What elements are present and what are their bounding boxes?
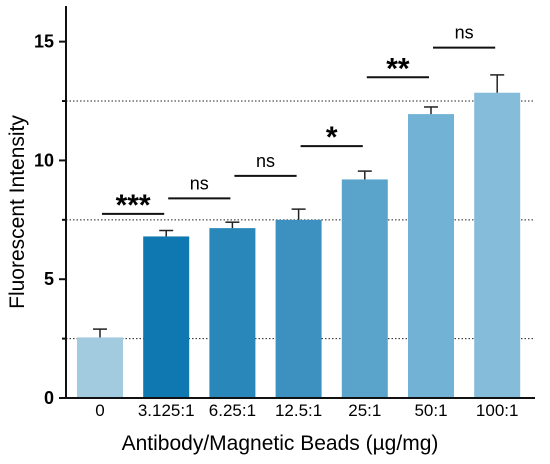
y-tick-label: 15	[34, 32, 54, 52]
significance-bracket-1: ***	[102, 189, 165, 222]
significance-bracket-6: ns	[433, 23, 496, 49]
significance-bracket-3: ns	[234, 151, 297, 177]
axes-group: 0 5 10 15 0 3.125:1 6.25:1 12.5:1 25:1 50:1 100:1	[34, 6, 535, 420]
significance-label: ns	[455, 23, 474, 43]
x-tick-label: 50:1	[414, 401, 447, 420]
x-tick-label: 3.125:1	[138, 401, 195, 420]
bars-group	[77, 92, 521, 398]
error-bar-3	[225, 221, 240, 229]
x-axis-title: Antibody/Magnetic Beads (µg/mg)	[122, 432, 439, 455]
y-axis-title: Fluorescent Intensity	[6, 115, 29, 309]
significance-label: **	[386, 52, 410, 85]
significance-label: *	[326, 121, 338, 154]
x-tick-label: 6.25:1	[209, 401, 256, 420]
significance-label: ns	[190, 173, 209, 193]
bar-1	[77, 337, 123, 398]
significance-bracket-5: **	[366, 52, 429, 85]
bar-6	[408, 114, 454, 398]
y-tick-label: 0	[44, 388, 54, 408]
x-tick-label: 12.5:1	[275, 401, 322, 420]
error-bar-4	[291, 208, 306, 220]
bar-7	[474, 92, 521, 398]
error-bar-6	[424, 106, 438, 115]
significance-label: ns	[256, 151, 275, 171]
error-bar-1	[93, 328, 107, 338]
y-tick-label: 5	[44, 269, 54, 289]
bar-2	[143, 236, 190, 398]
x-tick-label: 100:1	[476, 401, 519, 420]
bar-3	[209, 228, 256, 398]
significance-bracket-4: *	[300, 121, 363, 154]
x-tick-label: 0	[95, 401, 104, 420]
significance-bracket-2: ns	[168, 173, 231, 200]
error-bars-group	[93, 74, 505, 338]
error-bar-5	[357, 170, 372, 180]
error-bar-2	[159, 229, 174, 237]
significance-label: ***	[116, 189, 151, 222]
bar-4	[275, 219, 322, 398]
error-bar-7	[490, 74, 505, 93]
bar-5	[341, 179, 388, 398]
x-tick-label: 25:1	[348, 401, 381, 420]
y-tick-label: 10	[34, 150, 54, 170]
